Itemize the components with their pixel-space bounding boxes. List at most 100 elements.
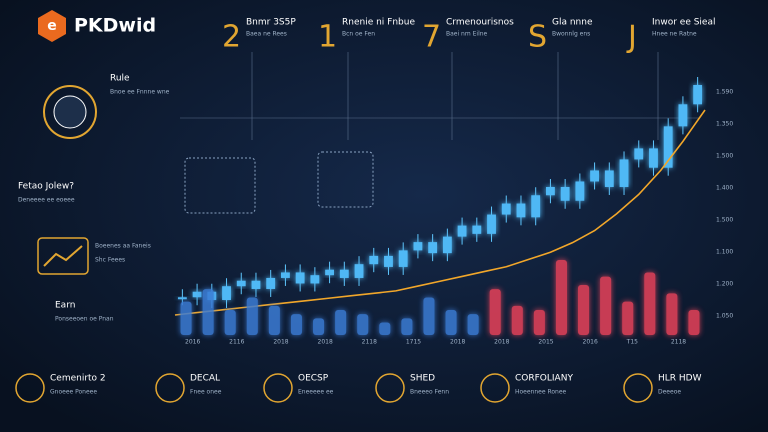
axis-label: 1.100: [716, 249, 733, 256]
candle: [177, 297, 187, 300]
x-label: 2118: [362, 339, 377, 346]
volume-bar: [600, 276, 612, 335]
volume-bar: [467, 314, 479, 335]
panel: [317, 151, 374, 208]
volume-bar: [622, 301, 634, 335]
volume-bar: [313, 318, 325, 335]
candle: [251, 280, 261, 289]
card-text: Baea ne Rees: [246, 31, 287, 38]
x-label: 2016: [583, 339, 598, 346]
candle: [281, 272, 290, 278]
candle: [339, 269, 349, 278]
card-text: Hnee ne Ratne: [652, 31, 697, 38]
side-text: Ponseeoen oe Pnan: [55, 316, 114, 323]
logo-glyph: e: [47, 18, 57, 34]
volume-bar: [666, 293, 678, 335]
volume-bar: [511, 305, 523, 335]
side-text: Shc Feees: [95, 257, 125, 264]
card-numeral: 1: [318, 20, 337, 55]
candle: [369, 255, 379, 265]
trend-icon-line: [43, 245, 83, 267]
card-title: Gla nnne: [552, 18, 593, 28]
candle: [222, 286, 231, 300]
candle: [354, 264, 364, 278]
bottom-icon: [263, 373, 293, 403]
bottom-icon: [15, 373, 45, 403]
panel: [184, 157, 256, 214]
bottom-text: Fnee onee: [190, 389, 222, 396]
card-numeral: 7: [422, 20, 441, 55]
bottom-title: OECSP: [298, 374, 329, 384]
card-numeral: J: [626, 20, 637, 55]
x-label: T15: [626, 339, 638, 346]
candle: [604, 170, 614, 187]
candle: [413, 242, 423, 251]
card-text: Baei nm Eilne: [446, 31, 488, 38]
card-title: Crmenourisnos: [446, 18, 514, 28]
candle: [575, 181, 585, 201]
axis-label: 1.500: [716, 217, 733, 224]
bottom-text: Hoeennee Ronee: [515, 389, 567, 396]
bottom-text: Bneeeo Fenn: [410, 389, 449, 396]
candle: [634, 148, 644, 160]
card-title: Bnmr 3S5P: [246, 18, 296, 28]
volume-bar: [489, 289, 501, 335]
axis-label: 1.200: [716, 281, 733, 288]
x-label: 2018: [318, 339, 333, 346]
bottom-title: CORFOLIANY: [515, 374, 573, 384]
candle: [487, 214, 496, 234]
bottom-icon: [375, 373, 405, 403]
volume-bar: [290, 314, 302, 335]
candle: [266, 277, 276, 289]
side-title: Fetao Jolew?: [18, 182, 74, 192]
candle: [678, 104, 688, 127]
axis-label: 1.350: [716, 121, 733, 128]
x-label: 1715: [406, 339, 421, 346]
side-title: Earn: [55, 301, 75, 311]
candle: [295, 272, 305, 284]
candle: [384, 255, 393, 267]
rule-icon-inner: [53, 95, 87, 129]
volume-bar: [246, 297, 258, 335]
x-label: 2116: [229, 339, 244, 346]
card-text: Bcn oe Fen: [342, 31, 375, 38]
volume-bar: [224, 310, 236, 335]
x-label: 2018: [273, 339, 288, 346]
volume-bar: [335, 310, 347, 335]
candle: [457, 225, 467, 237]
side-text: Deneeee ee eoeee: [18, 197, 75, 204]
candle: [428, 242, 438, 254]
volume-bar: [202, 289, 214, 335]
card-numeral: 2: [222, 20, 241, 55]
candle: [236, 280, 246, 287]
volume-bar: [445, 310, 457, 335]
volume-bar: [268, 305, 280, 335]
axis-label: 1.500: [716, 153, 733, 160]
volume-bar: [180, 301, 192, 335]
axis-label: 1.050: [716, 313, 733, 320]
volume-bar: [688, 310, 700, 335]
axis-label: 1.590: [716, 89, 733, 96]
volume-bar: [578, 285, 590, 335]
volume-bar: [533, 310, 545, 335]
candle: [472, 225, 482, 234]
x-label: 2118: [671, 339, 686, 346]
candle: [442, 236, 452, 254]
bottom-icon: [155, 373, 185, 403]
candle: [531, 195, 541, 218]
bottom-title: HLR HDW: [658, 374, 702, 384]
card-title: Inwor ee Sieal: [652, 18, 716, 28]
brand: PKDwid: [74, 15, 156, 37]
bottom-title: DECAL: [190, 374, 220, 384]
side-text: Bnoe ee Fnnne wne: [110, 89, 170, 96]
candle: [693, 85, 703, 105]
bottom-title: SHED: [410, 374, 435, 384]
candle: [501, 203, 511, 215]
x-label: 2018: [450, 339, 465, 346]
volume-bar: [379, 322, 391, 335]
x-label: 2016: [185, 339, 200, 346]
x-label: 2015: [538, 339, 553, 346]
card-numeral: S: [528, 20, 547, 55]
